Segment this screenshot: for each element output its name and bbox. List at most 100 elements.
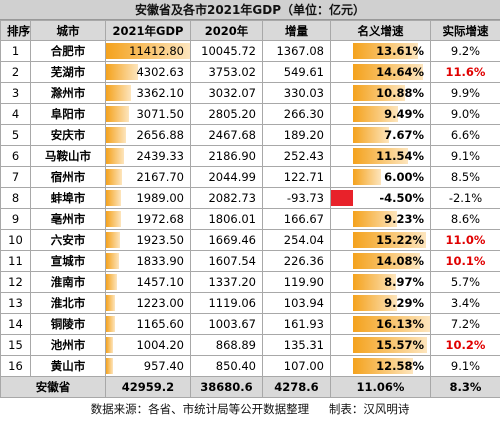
gdp-2020: 850.40: [216, 359, 256, 373]
gdp-bar: [106, 274, 117, 290]
cell: 3753.02: [191, 62, 263, 83]
cell: 13: [1, 293, 31, 314]
rank: 10: [8, 233, 23, 247]
cell: 合肥市: [31, 41, 106, 62]
city: 宣城市: [51, 254, 86, 268]
cell: 7.2%: [431, 314, 500, 335]
cell: 2: [1, 62, 31, 83]
nominal-growth: 8.97%: [384, 275, 424, 289]
increase: 252.43: [284, 149, 324, 163]
city: 马鞍山市: [45, 149, 91, 163]
nominal-growth: 15.22%: [376, 233, 424, 247]
city: 淮北市: [51, 296, 86, 310]
cell: 1607.54: [191, 251, 263, 272]
city: 池州市: [51, 338, 86, 352]
cell: 1003.67: [191, 314, 263, 335]
cell: 850.40: [191, 356, 263, 377]
gdp-bar: [106, 211, 121, 227]
cell: 166.67: [263, 209, 331, 230]
total-cell: 安徽省: [1, 377, 106, 398]
cell: 266.30: [263, 104, 331, 125]
cell: 1004.20: [106, 335, 191, 356]
gdp-2020: 10045.72: [201, 44, 256, 58]
total-value: 11.06%: [357, 380, 405, 394]
nominal-growth: 10.88%: [376, 86, 424, 100]
gdp-bar: [106, 253, 119, 269]
total-value: 4278.6: [274, 380, 318, 394]
cell: 1669.46: [191, 230, 263, 251]
cell: 252.43: [263, 146, 331, 167]
increase: 166.67: [284, 212, 324, 226]
cell: 3.4%: [431, 293, 500, 314]
gdp-2020: 2805.20: [208, 107, 256, 121]
real-growth: 6.6%: [451, 128, 480, 142]
column-header: 实际增速: [431, 21, 500, 41]
gdp-2020: 2044.99: [208, 170, 256, 184]
gdp-2021: 2656.88: [136, 128, 184, 142]
rank: 9: [12, 212, 19, 226]
cell: 11: [1, 251, 31, 272]
increase: 266.30: [284, 107, 324, 121]
cell: 3362.10: [106, 83, 191, 104]
total-value: 42959.2: [122, 380, 174, 394]
cell: 宣城市: [31, 251, 106, 272]
city: 淮南市: [51, 275, 86, 289]
real-growth: 5.7%: [451, 275, 480, 289]
total-cell: 38680.6: [191, 377, 263, 398]
cell: 8.6%: [431, 209, 500, 230]
cell: 1: [1, 41, 31, 62]
gdp-2021: 1923.50: [136, 233, 184, 247]
nominal-growth: 9.49%: [384, 107, 424, 121]
gdp-2021: 1004.20: [136, 338, 184, 352]
total-cell: 8.3%: [431, 377, 500, 398]
total-cell: 42959.2: [106, 377, 191, 398]
nominal-growth: 15.57%: [376, 338, 424, 352]
increase: 135.31: [284, 338, 324, 352]
cell: 1989.00: [106, 188, 191, 209]
rank: 12: [8, 275, 23, 289]
cell: 2044.99: [191, 167, 263, 188]
total-value: 38680.6: [200, 380, 252, 394]
city: 阜阳市: [51, 107, 86, 121]
rank: 13: [8, 296, 23, 310]
cell: 滁州市: [31, 83, 106, 104]
cell: 11412.80: [106, 41, 191, 62]
gdp-2020: 2186.90: [208, 149, 256, 163]
increase: -93.73: [287, 191, 324, 205]
city: 芜湖市: [51, 65, 86, 79]
cell: 1165.60: [106, 314, 191, 335]
rank: 11: [8, 254, 23, 268]
cell: -4.50%: [331, 188, 431, 209]
gdp-2021: 1457.10: [136, 275, 184, 289]
rank: 14: [8, 317, 23, 331]
cell: 11.6%: [431, 62, 500, 83]
gdp-bar: [106, 358, 113, 374]
gdp-2020: 2467.68: [208, 128, 256, 142]
cell: 2439.33: [106, 146, 191, 167]
real-growth: 9.2%: [451, 44, 480, 58]
increase: 549.61: [284, 65, 324, 79]
gdp-2021: 3362.10: [136, 86, 184, 100]
cell: 2082.73: [191, 188, 263, 209]
cell: 11.0%: [431, 230, 500, 251]
cell: 5.7%: [431, 272, 500, 293]
cell: 六安市: [31, 230, 106, 251]
nominal-growth: 9.29%: [384, 296, 424, 310]
nominal-growth: 13.61%: [376, 44, 424, 58]
total-row: 安徽省 42959.2 38680.6 4278.6 11.06% 8.3%: [1, 377, 500, 398]
gdp-bar: [106, 148, 124, 164]
city: 蚌埠市: [51, 191, 86, 205]
real-growth: 9.1%: [451, 149, 480, 163]
cell: 4302.63: [106, 62, 191, 83]
rank: 6: [12, 149, 19, 163]
nominal-growth: 14.08%: [376, 254, 424, 268]
gdp-bar: [106, 295, 115, 311]
gdp-bar: [106, 85, 131, 101]
increase: 107.00: [284, 359, 324, 373]
cell: 122.71: [263, 167, 331, 188]
